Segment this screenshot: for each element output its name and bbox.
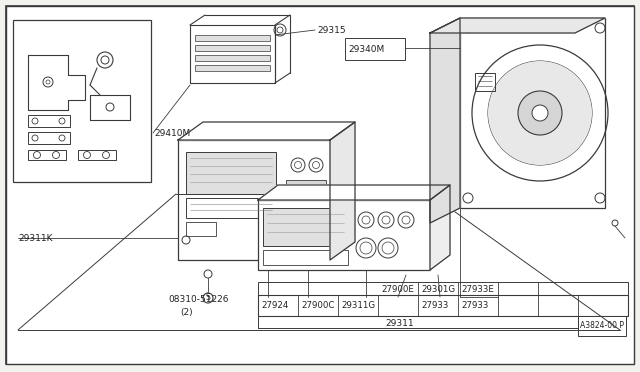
Bar: [186, 152, 276, 194]
Bar: [258, 282, 628, 295]
Text: A3824-00 P: A3824-00 P: [580, 321, 624, 330]
Bar: [195, 55, 270, 61]
Polygon shape: [258, 185, 450, 200]
Text: 08310-51226: 08310-51226: [168, 295, 228, 305]
Text: 29315: 29315: [317, 26, 346, 35]
Polygon shape: [430, 185, 450, 270]
Bar: [195, 65, 270, 71]
Bar: [578, 316, 626, 336]
Text: 27924: 27924: [261, 301, 289, 310]
Bar: [286, 180, 326, 198]
Bar: [345, 38, 405, 60]
Text: 27900C: 27900C: [301, 301, 334, 310]
Text: 29311K: 29311K: [18, 234, 52, 243]
Text: 29311: 29311: [386, 320, 414, 328]
Bar: [13, 20, 151, 182]
Bar: [178, 140, 330, 260]
Bar: [263, 208, 348, 246]
Bar: [475, 73, 495, 91]
Circle shape: [532, 105, 548, 121]
Text: 27933E: 27933E: [461, 285, 494, 294]
Bar: [263, 250, 348, 265]
Bar: [78, 150, 116, 160]
Text: 27933: 27933: [461, 301, 488, 310]
Bar: [195, 45, 270, 51]
Bar: [186, 198, 276, 218]
Bar: [28, 132, 70, 144]
Polygon shape: [178, 122, 355, 140]
Bar: [258, 200, 430, 270]
Circle shape: [46, 80, 50, 84]
Text: S: S: [205, 294, 210, 302]
Bar: [28, 115, 70, 127]
Text: 29410M: 29410M: [154, 128, 190, 138]
Text: 27933: 27933: [421, 301, 449, 310]
Text: 27900E: 27900E: [381, 285, 414, 294]
Bar: [195, 35, 270, 41]
Polygon shape: [430, 18, 460, 223]
Polygon shape: [330, 122, 355, 260]
Polygon shape: [430, 18, 605, 33]
Bar: [190, 25, 275, 83]
Bar: [258, 295, 628, 316]
Bar: [28, 150, 66, 160]
Bar: [460, 18, 605, 208]
Circle shape: [518, 91, 562, 135]
Text: (2): (2): [180, 308, 193, 317]
Circle shape: [488, 61, 592, 165]
Bar: [186, 222, 216, 236]
Text: 29340M: 29340M: [348, 45, 384, 54]
Text: 29311G: 29311G: [341, 301, 375, 310]
Text: 29301G: 29301G: [421, 285, 455, 294]
